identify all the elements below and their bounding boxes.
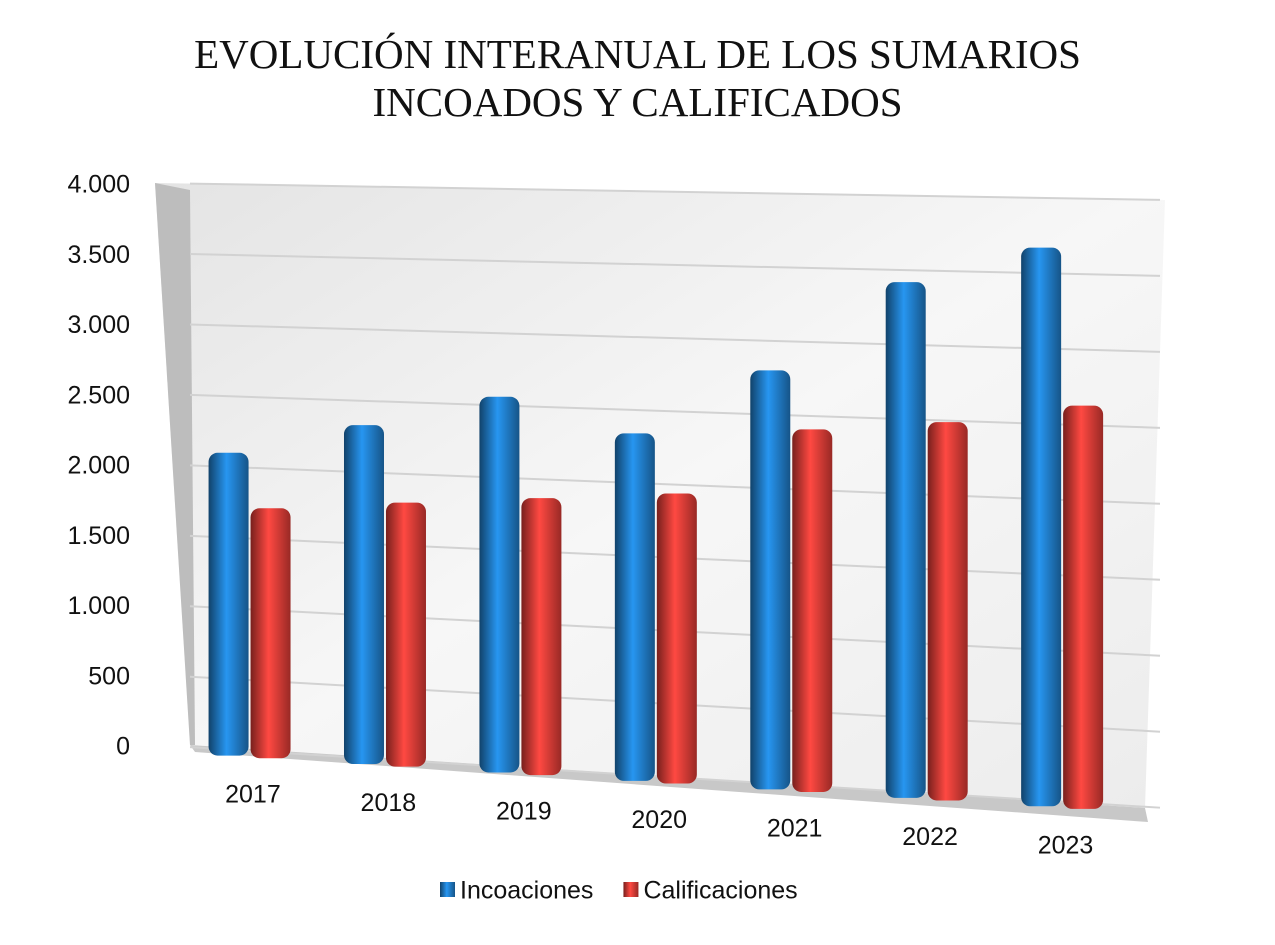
grid-line (189, 323, 1161, 353)
bar (385, 502, 426, 767)
bar (885, 282, 926, 798)
y-tick-label: 3.000 (67, 311, 130, 339)
y-tick-label: 4.000 (67, 171, 130, 199)
x-tick-label: 2020 (631, 806, 687, 834)
side-wall (155, 183, 195, 745)
legend-label: Calificaciones (643, 877, 797, 905)
bar (656, 493, 697, 784)
y-tick-label: 0 (116, 733, 130, 761)
bar (343, 425, 384, 765)
x-tick-label: 2018 (361, 789, 417, 817)
bar (1021, 247, 1062, 807)
chart-title: EVOLUCIÓN INTERANUAL DE LOS SUMARIOS INC… (194, 31, 1081, 125)
y-tick-label: 1.500 (67, 522, 130, 550)
x-tick-label: 2019 (496, 798, 552, 826)
bar (927, 422, 968, 801)
bar (521, 498, 562, 776)
bar (750, 370, 791, 790)
x-tick-label: 2022 (902, 823, 958, 851)
bar (1063, 405, 1104, 809)
grid-line (189, 182, 1161, 201)
y-tick-label: 1.000 (67, 592, 130, 620)
x-tick-label: 2023 (1038, 831, 1094, 859)
legend-label: Incoaciones (460, 877, 593, 905)
y-tick-label: 2.500 (67, 381, 130, 409)
y-tick-label: 3.500 (67, 241, 130, 269)
bar (208, 452, 249, 756)
bar (792, 429, 833, 792)
grid-line (189, 393, 1161, 429)
legend-swatch (440, 882, 455, 897)
y-tick-label: 500 (88, 662, 130, 690)
bar (250, 508, 291, 759)
x-tick-label: 2021 (767, 815, 823, 843)
bar (614, 433, 655, 781)
y-tick-label: 2.000 (67, 452, 130, 480)
x-tick-label: 2017 (225, 781, 281, 809)
bar (479, 396, 520, 773)
legend-swatch (623, 882, 639, 897)
grid-line (189, 253, 1161, 277)
